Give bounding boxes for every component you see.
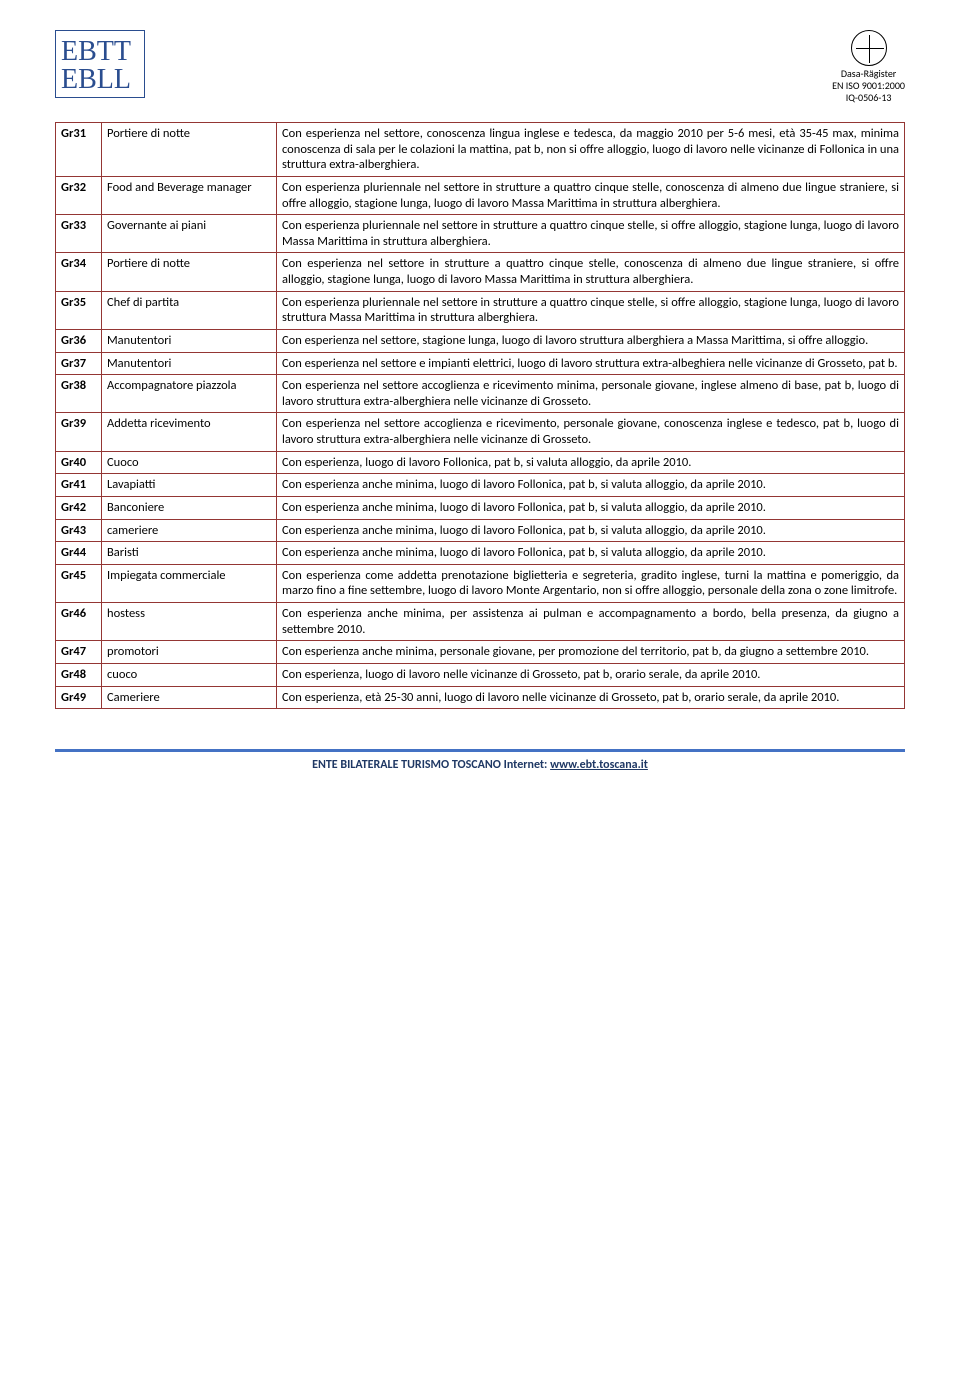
page-header: EBTT EBLL Dasa-Rägister EN ISO 9001:2000… (55, 30, 905, 104)
job-role: Impiegata commerciale (102, 564, 277, 602)
job-role: Manutentori (102, 329, 277, 352)
job-role: cameriere (102, 519, 277, 542)
cert-line3: IQ-0506-13 (832, 92, 905, 104)
job-code: Gr43 (56, 519, 102, 542)
job-description: Con esperienza nel settore e impianti el… (277, 352, 905, 375)
job-description: Con esperienza pluriennale nel settore i… (277, 215, 905, 253)
job-code: Gr42 (56, 496, 102, 519)
job-role: Addetta ricevimento (102, 413, 277, 451)
table-row: Gr33Governante ai pianiCon esperienza pl… (56, 215, 905, 253)
job-code: Gr33 (56, 215, 102, 253)
job-code: Gr36 (56, 329, 102, 352)
job-description: Con esperienza, luogo di lavoro nelle vi… (277, 663, 905, 686)
job-code: Gr32 (56, 176, 102, 214)
svg-text:EBTT: EBTT (61, 36, 131, 67)
job-description: Con esperienza nel settore accoglienza e… (277, 375, 905, 413)
job-role: Cameriere (102, 686, 277, 709)
job-code: Gr39 (56, 413, 102, 451)
table-row: Gr37ManutentoriCon esperienza nel settor… (56, 352, 905, 375)
job-description: Con esperienza, luogo di lavoro Follonic… (277, 451, 905, 474)
table-row: Gr36ManutentoriCon esperienza nel settor… (56, 329, 905, 352)
job-role: Cuoco (102, 451, 277, 474)
table-row: Gr48cuocoCon esperienza, luogo di lavoro… (56, 663, 905, 686)
job-role: Lavapiatti (102, 474, 277, 497)
table-row: Gr32Food and Beverage managerCon esperie… (56, 176, 905, 214)
footer-org: ENTE BILATERALE TURISMO TOSCANO (312, 758, 501, 772)
table-row: Gr47promotoriCon esperienza anche minima… (56, 641, 905, 664)
job-description: Con esperienza nel settore, stagione lun… (277, 329, 905, 352)
job-role: Baristi (102, 542, 277, 565)
jobs-table: Gr31Portiere di notteCon esperienza nel … (55, 122, 905, 709)
job-role: cuoco (102, 663, 277, 686)
job-code: Gr46 (56, 603, 102, 641)
table-row: Gr43cameriereCon esperienza anche minima… (56, 519, 905, 542)
job-role: Portiere di notte (102, 123, 277, 177)
job-code: Gr40 (56, 451, 102, 474)
table-row: Gr46hostessCon esperienza anche minima, … (56, 603, 905, 641)
job-description: Con esperienza anche minima, luogo di la… (277, 496, 905, 519)
job-code: Gr45 (56, 564, 102, 602)
page-footer: ENTE BILATERALE TURISMO TOSCANO Internet… (55, 749, 905, 772)
table-row: Gr42BanconiereCon esperienza anche minim… (56, 496, 905, 519)
compass-icon (851, 30, 887, 66)
job-description: Con esperienza pluriennale nel settore i… (277, 291, 905, 329)
table-row: Gr34Portiere di notteCon esperienza nel … (56, 253, 905, 291)
job-code: Gr48 (56, 663, 102, 686)
job-role: Chef di partita (102, 291, 277, 329)
job-role: Manutentori (102, 352, 277, 375)
table-row: Gr49CameriereCon esperienza, età 25-30 a… (56, 686, 905, 709)
table-row: Gr45Impiegata commercialeCon esperienza … (56, 564, 905, 602)
job-code: Gr41 (56, 474, 102, 497)
table-row: Gr41LavapiattiCon esperienza anche minim… (56, 474, 905, 497)
job-code: Gr44 (56, 542, 102, 565)
footer-mid: Internet: (501, 758, 550, 772)
job-code: Gr47 (56, 641, 102, 664)
table-row: Gr44BaristiCon esperienza anche minima, … (56, 542, 905, 565)
table-row: Gr35Chef di partitaCon esperienza plurie… (56, 291, 905, 329)
job-description: Con esperienza nel settore, conoscenza l… (277, 123, 905, 177)
job-description: Con esperienza, età 25-30 anni, luogo di… (277, 686, 905, 709)
svg-text:EBLL: EBLL (61, 64, 131, 94)
job-description: Con esperienza pluriennale nel settore i… (277, 176, 905, 214)
job-description: Con esperienza anche minima, per assiste… (277, 603, 905, 641)
job-code: Gr35 (56, 291, 102, 329)
table-row: Gr38Accompagnatore piazzolaCon esperienz… (56, 375, 905, 413)
logo-ebtt: EBTT EBLL (55, 30, 145, 98)
job-code: Gr38 (56, 375, 102, 413)
table-row: Gr40CuocoCon esperienza, luogo di lavoro… (56, 451, 905, 474)
job-role: Portiere di notte (102, 253, 277, 291)
job-code: Gr31 (56, 123, 102, 177)
job-description: Con esperienza anche minima, luogo di la… (277, 519, 905, 542)
logo-dasa-ragister: Dasa-Rägister EN ISO 9001:2000 IQ-0506-1… (832, 30, 905, 104)
footer-link[interactable]: www.ebt.toscana.it (550, 758, 648, 772)
job-code: Gr49 (56, 686, 102, 709)
job-description: Con esperienza nel settore in strutture … (277, 253, 905, 291)
job-role: Governante ai piani (102, 215, 277, 253)
table-row: Gr31Portiere di notteCon esperienza nel … (56, 123, 905, 177)
job-role: hostess (102, 603, 277, 641)
job-role: Banconiere (102, 496, 277, 519)
job-code: Gr34 (56, 253, 102, 291)
job-description: Con esperienza anche minima, luogo di la… (277, 474, 905, 497)
table-row: Gr39Addetta ricevimentoCon esperienza ne… (56, 413, 905, 451)
job-description: Con esperienza come addetta prenotazione… (277, 564, 905, 602)
job-description: Con esperienza anche minima, luogo di la… (277, 542, 905, 565)
job-description: Con esperienza nel settore accoglienza e… (277, 413, 905, 451)
job-role: promotori (102, 641, 277, 664)
job-role: Food and Beverage manager (102, 176, 277, 214)
job-role: Accompagnatore piazzola (102, 375, 277, 413)
job-code: Gr37 (56, 352, 102, 375)
job-description: Con esperienza anche minima, personale g… (277, 641, 905, 664)
